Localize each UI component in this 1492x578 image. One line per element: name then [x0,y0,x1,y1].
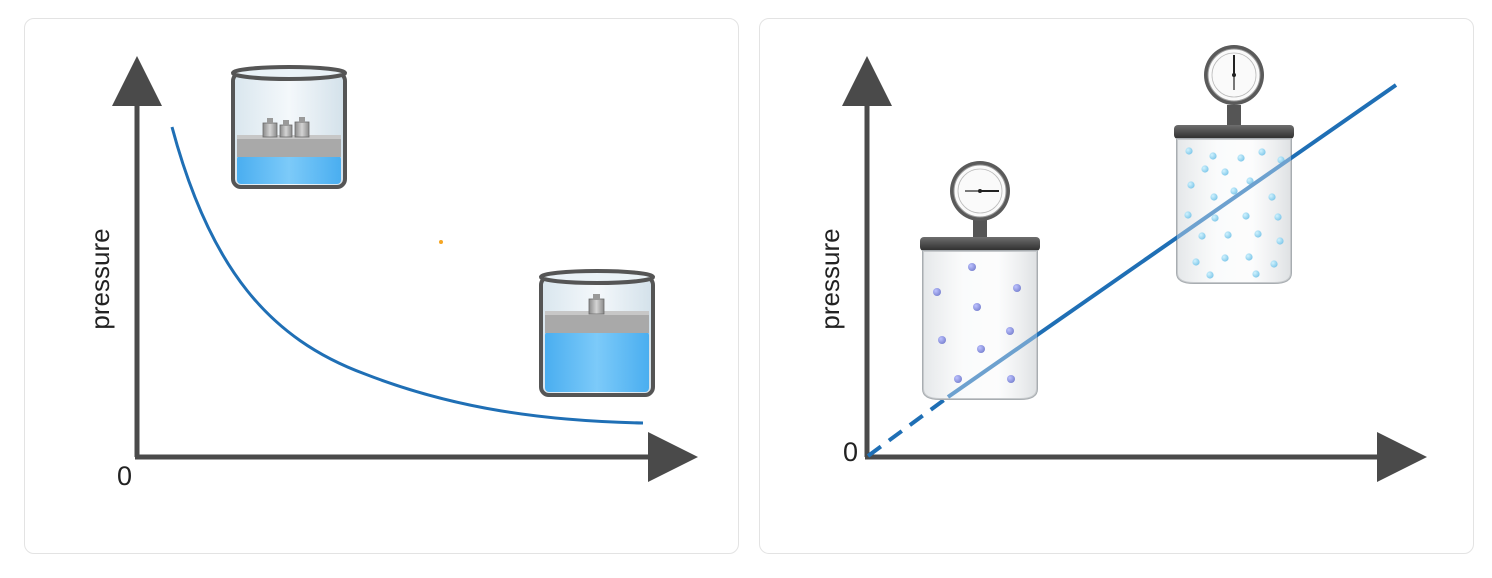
left-diagram: pressure 0 [85,56,698,491]
right-diagram-panel: pressure 0 [759,18,1474,554]
gas-jar-sparse-particles-icon [920,161,1040,400]
jar-glass-overlay [923,251,1037,399]
left-diagram-panel: pressure 0 [24,18,739,554]
dashed-extrapolation [866,395,950,458]
beaker-with-three-weights-icon [231,65,347,189]
beaker-with-one-weight-icon [539,269,655,397]
y-axis-label: pressure [85,228,115,329]
origin-label: 0 [117,461,132,491]
jar-glass-overlay [1177,139,1291,283]
right-diagram: pressure 0 [815,45,1427,482]
gas-jar-dense-particles-icon [1174,45,1294,284]
accent-dot [439,240,443,244]
pressure-proportional-line [946,83,1398,399]
y-axis-label: pressure [815,228,845,329]
pressure-volume-curve [170,126,644,425]
origin-label: 0 [843,437,858,467]
